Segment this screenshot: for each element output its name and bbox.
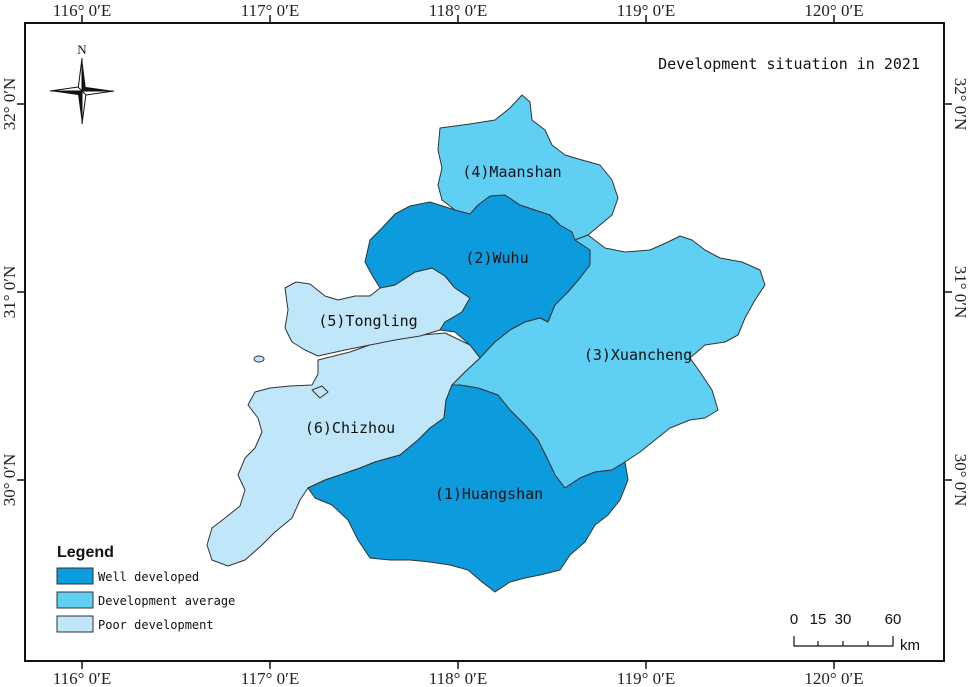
scale-bar: 0 15 30 60 km <box>790 611 920 654</box>
lat-label-left-32: 32° 0′N <box>0 78 19 131</box>
scale-unit: km <box>900 637 920 654</box>
lon-label-bottom-117: 117° 0′E <box>241 669 300 687</box>
scale-tick-60: 60 <box>885 611 902 628</box>
lon-label-top-118: 118° 0′E <box>429 1 488 20</box>
legend-label-well-developed: Well developed <box>98 570 199 584</box>
compass-rose-icon: N <box>49 42 115 125</box>
scale-tick-0: 0 <box>790 611 798 628</box>
lon-label-bottom-119: 119° 0′E <box>617 669 676 687</box>
lat-label-left-31: 31° 0′N <box>0 266 19 319</box>
lat-label-left-30: 30° 0′N <box>0 454 19 507</box>
region-chizhou-islet <box>253 355 265 363</box>
label-wuhu: (2)Wuhu <box>465 249 528 267</box>
lat-label-right-32: 32° 0′N <box>951 78 969 131</box>
lon-label-bottom-120: 120° 0′E <box>804 669 863 687</box>
lon-label-top-120: 120° 0′E <box>804 1 863 20</box>
scale-tick-15: 15 <box>810 611 827 628</box>
lon-label-top-119: 119° 0′E <box>617 1 676 20</box>
region-chizhou-lake <box>311 385 329 399</box>
lon-label-top-117: 117° 0′E <box>241 1 300 20</box>
region-huangshan[interactable] <box>307 384 629 593</box>
scale-tick-30: 30 <box>835 611 852 628</box>
lat-label-right-30: 30° 0′N <box>951 454 969 507</box>
label-chizhou: (6)Chizhou <box>305 419 395 437</box>
graticule-ticks <box>17 15 952 669</box>
legend-label-poor-development: Poor development <box>98 618 214 632</box>
legend-swatch-poor-development <box>56 615 94 633</box>
legend-title: Legend <box>57 544 114 561</box>
lon-label-bottom-118: 118° 0′E <box>429 669 488 687</box>
legend-swatch-development-average <box>56 591 94 609</box>
map-title: Development situation in 2021 <box>658 55 920 73</box>
label-huangshan: (1)Huangshan <box>435 485 543 503</box>
legend: Legend Well developed Development averag… <box>56 544 235 633</box>
label-maanshan: (4)Maanshan <box>462 163 561 181</box>
legend-swatch-well-developed <box>56 567 94 585</box>
label-tongling: (5)Tongling <box>318 312 417 330</box>
lon-label-top-116: 116° 0′E <box>53 1 112 20</box>
label-xuancheng: (3)Xuancheng <box>584 346 692 364</box>
legend-label-development-average: Development average <box>98 594 235 608</box>
north-label: N <box>77 42 87 57</box>
lat-label-right-31: 31° 0′N <box>951 266 969 319</box>
region-xuancheng[interactable] <box>451 234 766 489</box>
region-layer <box>206 94 766 593</box>
lon-label-bottom-116: 116° 0′E <box>53 669 112 687</box>
